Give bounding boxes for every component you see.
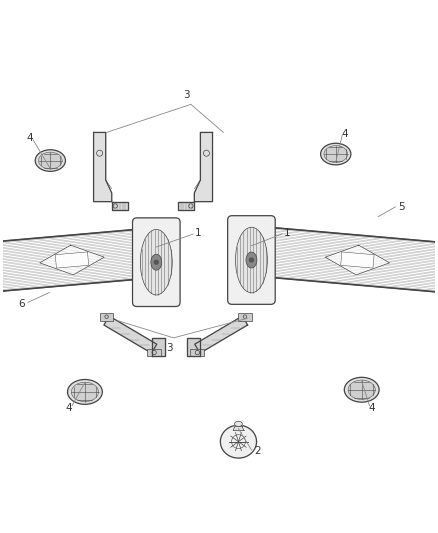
Text: 3: 3 <box>166 343 173 353</box>
Ellipse shape <box>158 227 176 277</box>
Polygon shape <box>40 245 104 275</box>
Ellipse shape <box>254 227 272 277</box>
Ellipse shape <box>67 379 102 405</box>
Polygon shape <box>233 425 244 431</box>
Polygon shape <box>194 132 212 201</box>
Bar <box>100 313 113 320</box>
Text: 5: 5 <box>398 202 405 212</box>
Circle shape <box>250 258 253 262</box>
Bar <box>238 313 252 320</box>
Polygon shape <box>94 132 112 201</box>
Polygon shape <box>325 245 390 275</box>
Text: 2: 2 <box>254 446 261 456</box>
Polygon shape <box>55 252 88 268</box>
Ellipse shape <box>246 252 257 268</box>
Text: 1: 1 <box>284 228 290 238</box>
Text: 1: 1 <box>195 228 202 238</box>
Ellipse shape <box>151 254 162 270</box>
FancyBboxPatch shape <box>133 218 180 306</box>
Ellipse shape <box>324 146 348 163</box>
Bar <box>147 349 161 357</box>
Ellipse shape <box>348 380 375 399</box>
Text: 4: 4 <box>26 133 33 143</box>
Ellipse shape <box>235 421 242 426</box>
Polygon shape <box>152 338 165 357</box>
Ellipse shape <box>140 229 172 295</box>
Polygon shape <box>187 338 200 357</box>
Polygon shape <box>178 201 194 211</box>
Text: 6: 6 <box>18 299 25 309</box>
Ellipse shape <box>321 143 351 165</box>
Polygon shape <box>195 316 247 353</box>
Ellipse shape <box>35 150 66 172</box>
FancyBboxPatch shape <box>228 216 275 304</box>
Text: 3: 3 <box>183 90 190 100</box>
Text: 4: 4 <box>66 403 72 414</box>
Polygon shape <box>104 316 157 353</box>
Ellipse shape <box>236 227 267 293</box>
Ellipse shape <box>71 382 99 401</box>
Ellipse shape <box>344 377 379 402</box>
Bar <box>191 349 204 357</box>
Text: 4: 4 <box>369 403 375 414</box>
Polygon shape <box>341 252 374 268</box>
Ellipse shape <box>39 152 62 169</box>
Polygon shape <box>220 425 257 458</box>
Polygon shape <box>112 201 128 211</box>
Text: 4: 4 <box>341 129 348 139</box>
Circle shape <box>154 260 158 264</box>
